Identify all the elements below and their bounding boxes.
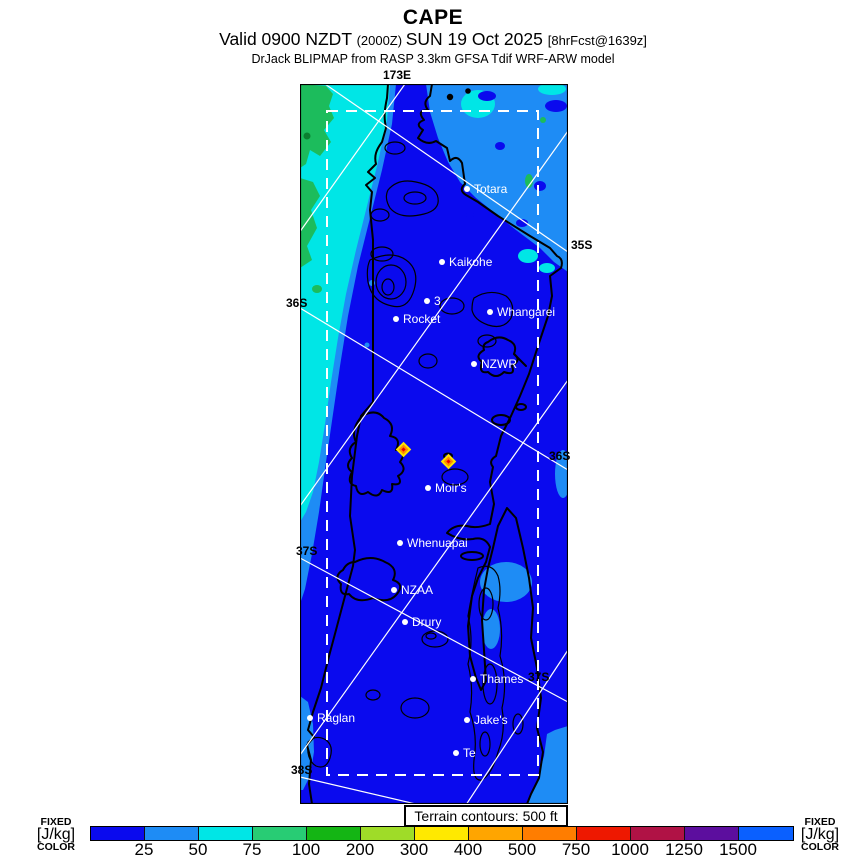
town-dot xyxy=(425,485,431,491)
marker-core xyxy=(400,446,406,452)
colorbar-tick: 500 xyxy=(507,840,537,859)
town-label: Moir's xyxy=(435,481,467,495)
colorbar-tick: 1500 xyxy=(719,840,757,859)
terrain-contours-note: Terrain contours: 500 ft xyxy=(404,805,568,827)
colorbar-segment xyxy=(739,827,793,840)
colorbar-segment xyxy=(307,827,361,840)
graticule-label: 36S xyxy=(549,449,571,463)
valid-time-zulu: (2000Z) xyxy=(356,33,406,48)
graticule-label: 38S xyxy=(291,763,313,777)
graticule-label: 37S xyxy=(528,670,550,684)
valid-date-text: SUN 19 Oct 2025 xyxy=(405,29,548,49)
colorbar-tick: 750 xyxy=(561,840,591,859)
town-dot xyxy=(391,587,397,593)
town-label: NZWR xyxy=(481,357,517,371)
colorbar-segment xyxy=(415,827,469,840)
colorbar-tick: 75 xyxy=(242,840,262,859)
colorbar-tick-labels: 25 50 75 100 200 300 400 500 750 1000 1250 1500 xyxy=(90,840,792,859)
colorbar-segment xyxy=(361,827,415,840)
fixed-label: FIXED xyxy=(804,816,836,828)
domain-boundary-dashed xyxy=(326,110,539,776)
valid-time-line: Valid 0900 NZDT (2000Z) SUN 19 Oct 2025 … xyxy=(16,29,850,50)
colorbar-units-right: FIXED [J/kg] COLOR xyxy=(791,816,849,853)
town-dot xyxy=(471,361,477,367)
marker-core xyxy=(445,458,451,464)
graticule-label: 37S xyxy=(296,544,318,558)
town-label: Whenuapai xyxy=(407,536,468,550)
town-dot xyxy=(307,715,313,721)
valid-time-text: Valid 0900 NZDT xyxy=(219,29,357,49)
terrain-contours xyxy=(307,141,524,781)
graticule-label: 35S xyxy=(571,238,593,252)
colorbar-segment xyxy=(631,827,685,840)
town-label: Totara xyxy=(474,182,508,196)
fixed-label: FIXED xyxy=(40,816,72,828)
graticule-label: 173E xyxy=(383,68,412,82)
marker-mid-ring xyxy=(398,444,408,454)
forecast-run-text: [8hrFcst@1639z] xyxy=(547,33,647,48)
colorbar-tick: 400 xyxy=(453,840,483,859)
colorbar-units-left: FIXED [J/kg] COLOR xyxy=(27,816,85,853)
colorbar-segment xyxy=(469,827,523,840)
town-label: Te xyxy=(463,746,476,760)
colorbar-tick: 1000 xyxy=(611,840,649,859)
town-label: Drury xyxy=(412,615,442,629)
colorbar-tick: 300 xyxy=(399,840,429,859)
town-dot xyxy=(439,259,445,265)
town-dot xyxy=(397,540,403,546)
colorbar-tick: 100 xyxy=(291,840,321,859)
town-dot xyxy=(464,717,470,723)
cape-map-plot xyxy=(300,84,568,804)
town-dot xyxy=(424,298,430,304)
town-label: Rocket xyxy=(403,312,441,326)
color-label: COLOR xyxy=(37,841,75,853)
units-label: [J/kg] xyxy=(36,826,76,843)
town-dot xyxy=(487,309,493,315)
marker-mid-ring xyxy=(443,456,453,466)
town-label: Jake's xyxy=(474,713,508,727)
colorbar-segment xyxy=(685,827,739,840)
cape-color-field xyxy=(300,84,568,804)
cape-colorbar xyxy=(90,826,794,841)
units-label: [J/kg] xyxy=(800,826,840,843)
model-source-line: DrJack BLIPMAP from RASP 3.3km GFSA Tdif… xyxy=(251,52,615,66)
page-title: CAPE xyxy=(402,6,464,29)
colorbar-segment xyxy=(253,827,307,840)
colorbar-segment xyxy=(577,827,631,840)
colorbar-tick: 25 xyxy=(134,840,154,859)
town-dot xyxy=(464,186,470,192)
town-label: Thames xyxy=(480,672,524,686)
colorbar-segment xyxy=(91,827,145,840)
town-label: Raglan xyxy=(317,711,356,725)
color-label: COLOR xyxy=(801,841,839,853)
town-dot xyxy=(402,619,408,625)
town-dot xyxy=(393,316,399,322)
colorbar-tick: 1250 xyxy=(665,840,703,859)
colorbar-tick: 200 xyxy=(345,840,375,859)
town-dot xyxy=(470,676,476,682)
coastline xyxy=(306,84,563,804)
town-label: Kaikohe xyxy=(449,255,493,269)
colorbar-segment xyxy=(145,827,199,840)
town-label: Whangarei xyxy=(497,305,556,319)
map-frame xyxy=(300,84,568,804)
town-label: 3 xyxy=(434,294,441,308)
colorbar-segment xyxy=(199,827,253,840)
town-dot xyxy=(453,750,459,756)
colorbar-tick: 50 xyxy=(188,840,208,859)
town-label: NZAA xyxy=(401,583,434,597)
graticule-label: 36S xyxy=(286,296,308,310)
colorbar-segment xyxy=(523,827,577,840)
